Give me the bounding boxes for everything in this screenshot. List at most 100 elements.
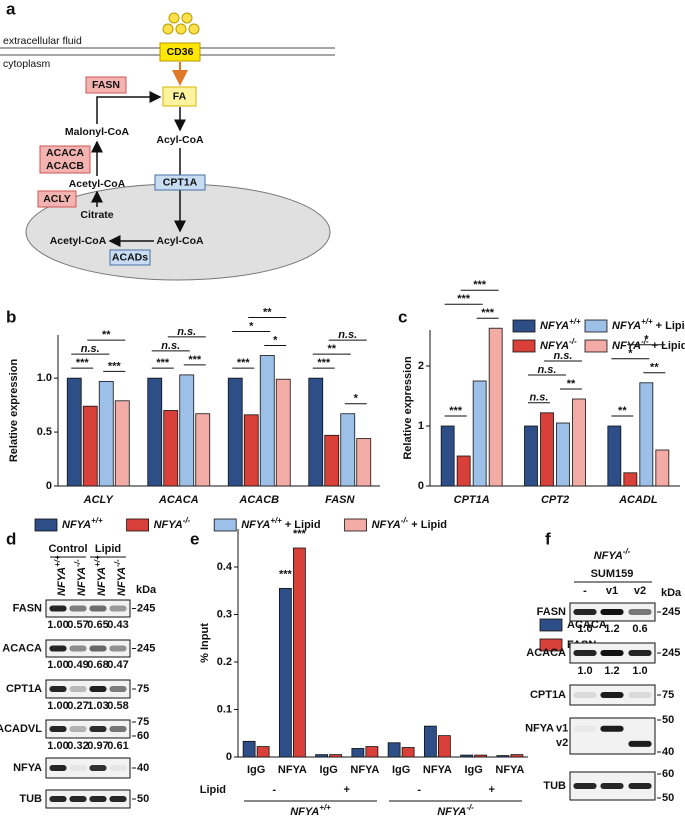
sig-label: ** (102, 329, 111, 341)
legend-label: NFYA-/- (540, 337, 577, 352)
y-tick-label: 1 (418, 420, 424, 432)
x-tick-label: CPT1A (454, 494, 490, 506)
lane-label: NFYA-/- (73, 559, 88, 596)
bar (524, 425, 538, 487)
x-tick-label: NFYA (423, 764, 452, 776)
node: Acetyl-CoA (50, 235, 107, 247)
band (628, 609, 652, 615)
enzyme: ACACB (46, 160, 84, 172)
x-tick-label: ACLY (83, 494, 115, 506)
sig-label: * (249, 320, 254, 332)
band (600, 692, 624, 698)
lipid-state: + (344, 784, 350, 796)
bar (456, 455, 471, 487)
cell-line: SUM159 (591, 568, 634, 580)
x-tick-label: ACACA (158, 494, 199, 506)
quant: 1.00 (47, 700, 68, 712)
quant: 0.58 (107, 700, 128, 712)
box (37, 190, 77, 208)
y-tick-label: 0.4 (217, 561, 233, 573)
band (49, 765, 67, 771)
box (39, 145, 91, 174)
bar (179, 374, 195, 487)
band (109, 726, 127, 732)
band (109, 686, 127, 692)
quant: 0.57 (67, 619, 88, 631)
sig-label: *** (293, 528, 307, 540)
arrow (96, 91, 162, 124)
band (109, 796, 127, 802)
lipid-dot (175, 23, 187, 35)
lane-label: NFYA+/+ (53, 555, 68, 596)
quant: 0.47 (107, 659, 128, 671)
legend-label: NFYA+/+ (62, 516, 103, 531)
y-tick-label: 0.2 (217, 656, 232, 668)
sig-label: * (354, 393, 359, 405)
band (49, 686, 67, 692)
lipid-dot (162, 23, 174, 35)
band (600, 650, 624, 656)
lipid-dot (168, 12, 180, 24)
bar (440, 425, 455, 487)
label: cytoplasm (3, 58, 51, 70)
legend-label: ACACA (567, 619, 607, 631)
quant: 0.6 (632, 623, 647, 635)
box (162, 86, 197, 107)
band (49, 605, 67, 612)
band (573, 692, 597, 698)
marker-label: 60 (137, 730, 149, 742)
genotype: NFYA-/- (437, 803, 474, 818)
box (85, 76, 127, 94)
x-tick-label: IgG (247, 764, 265, 776)
enzyme: FASN (92, 79, 120, 91)
group-label: Lipid (95, 543, 121, 555)
bar (496, 755, 510, 758)
isoform-label: v2 (556, 737, 568, 749)
bar (365, 746, 379, 758)
bar (329, 754, 343, 758)
bar (82, 405, 98, 487)
sig-label: * (644, 334, 649, 346)
band (600, 609, 624, 615)
band (600, 783, 624, 789)
x-tick-label: NFYA (495, 764, 524, 776)
legend-swatch (539, 618, 563, 632)
sig-label: *** (449, 405, 463, 417)
lane-label: v2 (634, 585, 646, 597)
legend-label: NFYA+/+ (540, 317, 581, 332)
bar (623, 472, 638, 487)
label: extracellular fluid (3, 35, 82, 47)
bar (460, 754, 474, 758)
box (109, 249, 151, 266)
marker-label: 245 (137, 602, 155, 614)
legend-label: NFYA+/+ + Lipid (241, 516, 320, 531)
node: Acetyl-CoA (69, 178, 126, 190)
bar (639, 382, 654, 487)
bar (387, 742, 401, 758)
y-axis-label: Relative expression (8, 359, 20, 463)
sig-label: *** (481, 307, 495, 319)
band (109, 765, 127, 771)
legend-label: NFYA+/+ + Lipid (612, 317, 685, 332)
kda: kDa (661, 587, 682, 599)
lipid-state: + (489, 784, 495, 796)
bar (315, 754, 329, 758)
y-tick-label: 0 (418, 480, 424, 492)
y-tick-label: 0 (46, 480, 52, 492)
panel-label: d (6, 529, 16, 548)
band (69, 765, 87, 771)
bar (147, 377, 163, 487)
bar (472, 380, 487, 487)
row-label: TUB (19, 793, 42, 805)
lipid-dot (188, 23, 200, 35)
sig-label: *** (237, 357, 251, 369)
quant: 0.61 (107, 740, 128, 752)
bar (256, 746, 270, 758)
panel-label: e (190, 529, 199, 548)
node: Acyl-CoA (156, 134, 204, 146)
band (69, 796, 87, 802)
node: FA (173, 90, 187, 102)
bar (292, 547, 306, 758)
enzyme: ACACA (46, 147, 84, 159)
bar (556, 422, 570, 487)
